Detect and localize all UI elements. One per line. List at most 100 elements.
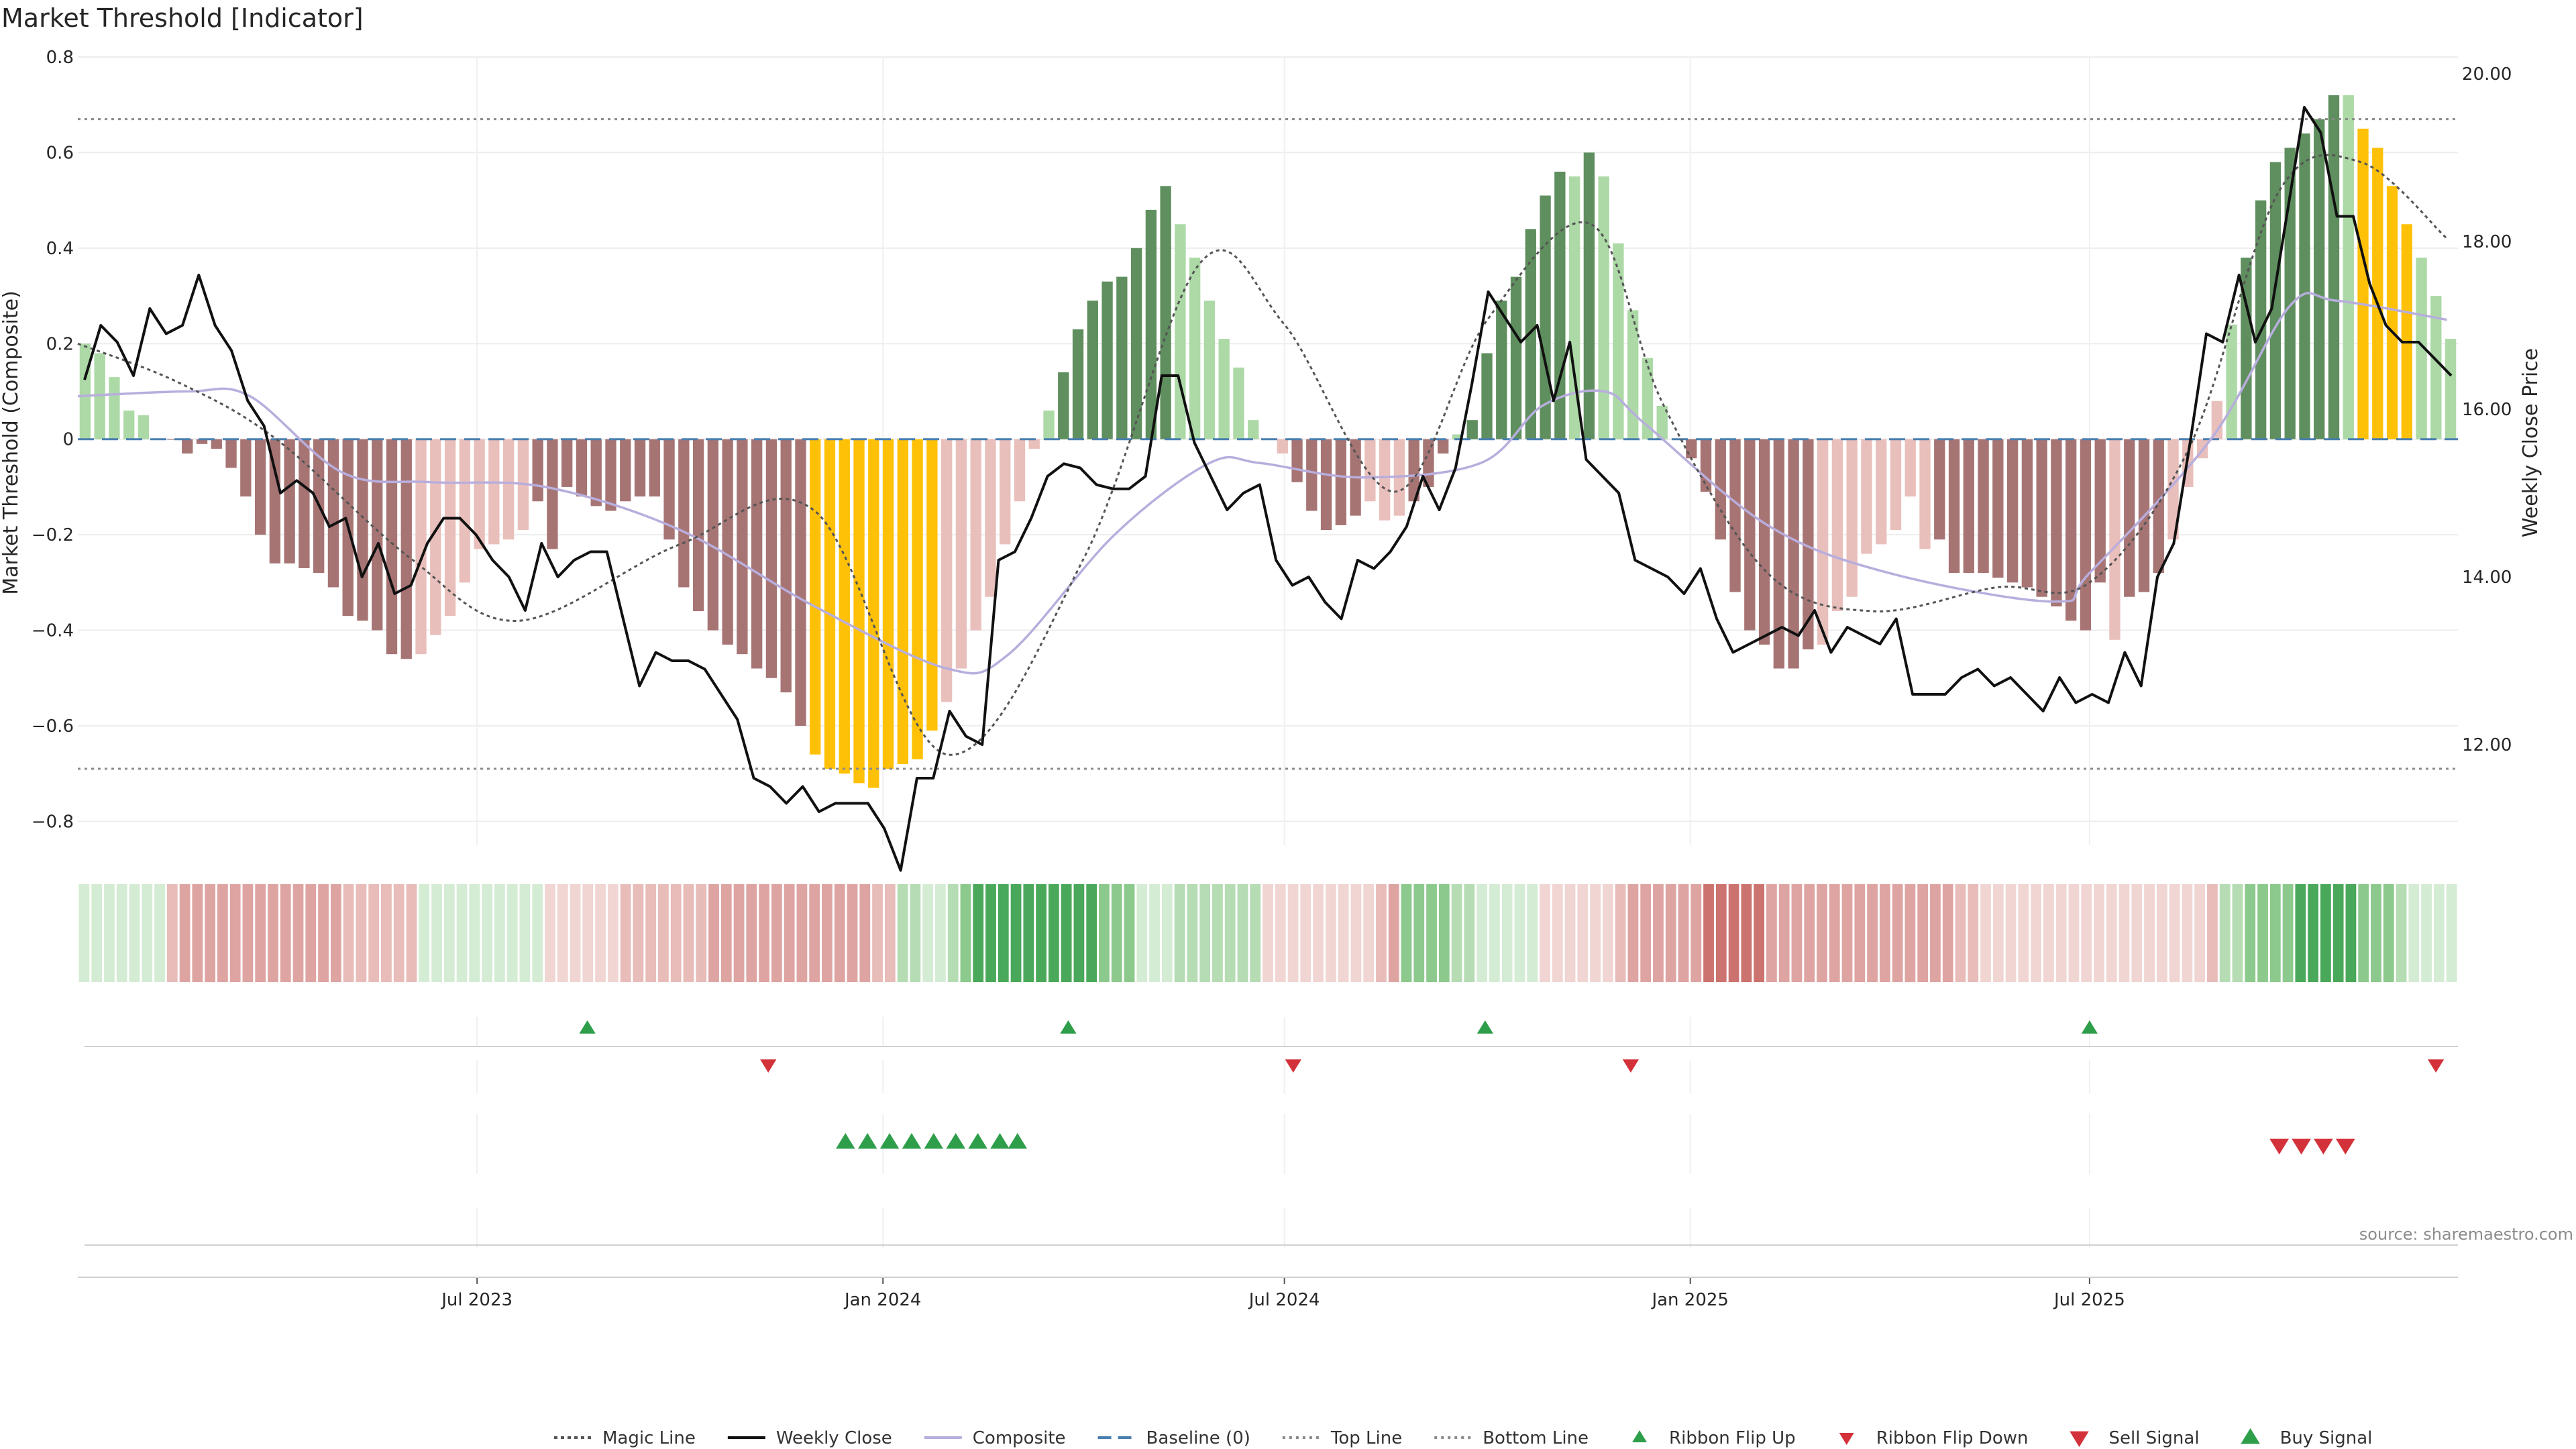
legend-label-ribbon-flip-up: Ribbon Flip Up [1669,1428,1796,1448]
composite-bar [2299,133,2310,439]
legend: Magic Line Weekly Close Composite Baseline … [554,1428,2372,1448]
ribbon-cell [242,884,254,982]
ribbon-cell [381,884,392,982]
ribbon-cell [1791,884,1803,982]
x-tick-label: Jan 2024 [843,1290,922,1310]
ribbon-cell [1703,884,1714,982]
ribbon-cell [1640,884,1652,982]
y-tick-label-left: −0.8 [32,812,74,832]
ribbon-cell [532,884,543,982]
ribbon-cell [759,884,769,982]
ribbon-cell [2245,884,2256,982]
legend-label-sell-signal: Sell Signal [2108,1428,2199,1448]
composite-bar [2021,439,2033,588]
line-series [77,106,2453,872]
ribbon-cell [419,884,430,982]
ribbon-cell [1250,884,1261,982]
ribbon-cell [192,884,203,982]
ribbon-cell [1036,884,1046,982]
ribbon-cell [595,884,606,982]
ribbon-cell [1501,884,1513,982]
ribbon-cell [356,884,367,982]
composite-bar [1043,410,1055,439]
composite-bar [123,410,135,439]
composite-bar [970,439,981,631]
ribbon-cell [746,884,757,982]
composite-bar [751,439,763,669]
ribbon-cell [1325,884,1336,982]
sell-signal-marker [2292,1138,2311,1155]
ribbon-cell [255,884,266,982]
ribbon-cell [607,884,619,982]
ribbon-cell [2308,884,2319,982]
ribbon-cell [1313,884,1324,982]
y-tick-label-right: 16.00 [2462,400,2512,420]
y-tick-label-right: 12.00 [2462,735,2512,755]
y-tick-label-right: 20.00 [2462,64,2512,85]
ribbon-flip-up-marker [1477,1020,1493,1034]
ribbon-flip-down-marker [760,1059,777,1073]
composite-bar [2167,439,2179,540]
ribbon-cell [1867,884,1878,982]
ribbon-cell [784,884,795,982]
composite-bar [2241,258,2252,439]
legend-swatch-ribbon-flip-down [1839,1433,1854,1445]
composite-bar [1568,176,1580,439]
composite-bar [1481,353,1493,439]
composite-bar [2416,258,2427,439]
composite-bar [386,439,398,655]
ribbon-cell [1363,884,1375,982]
ribbon-cell [1653,884,1664,982]
ribbon-cell [2043,884,2054,982]
composite-bar [2051,439,2062,606]
y-axis-label-right: Weekly Close Price [2519,348,2542,537]
composite-bar [1438,439,1449,454]
composite-bar [663,439,675,540]
ribbon-cell [1464,884,1475,982]
composite-bar [1218,339,1230,439]
ribbon-cell [1237,884,1248,982]
ribbon-cell [1023,884,1034,982]
ribbon-cell [2421,884,2432,982]
composite-bar [1014,439,1026,502]
buy-signal-marker [1008,1133,1028,1149]
legend-swatch-buy-signal [2241,1428,2260,1444]
ribbon-cell [1602,884,1613,982]
composite-bar [1233,367,1244,439]
composite-bar [502,439,515,540]
x-tick-label: Jul 2024 [1248,1290,1320,1310]
ribbon-cell [985,884,996,982]
composite-bar [2372,148,2383,439]
composite-bar [1160,186,1171,439]
ribbon-cell [456,884,468,982]
ribbon-cell [1413,884,1425,982]
legend-label-buy-signal: Buy Signal [2280,1428,2373,1448]
composite-bar [634,439,646,497]
ribbon-cell [1388,884,1399,982]
ribbon-cell [1489,884,1500,982]
ribbon-cell [1690,884,1702,982]
buy-signal-marker [968,1133,987,1149]
composite-bar [2153,439,2164,574]
ribbon-cell [1627,884,1639,982]
ribbon-cell [1615,884,1626,982]
composite-bar [1102,281,1113,439]
composite-bar [737,439,748,655]
ribbon-cell [292,884,304,982]
ribbon-cell [2219,884,2231,982]
composite-bar [2445,339,2457,439]
composite-bar [912,439,923,759]
ribbon-cell [1552,884,1563,982]
weekly-close-line [83,106,2453,872]
composite-bar [1934,439,1945,540]
ribbon-cell [142,884,153,982]
y-tick-label-left: 0.6 [46,143,74,163]
ribbon-cell [443,884,455,982]
ribbon-cell [2320,884,2331,982]
ribbon-cell [872,884,883,982]
ribbon-cell [1728,884,1739,982]
ribbon-cell [1111,884,1122,982]
ribbon-cell [1086,884,1097,982]
composite-bar [430,439,441,635]
